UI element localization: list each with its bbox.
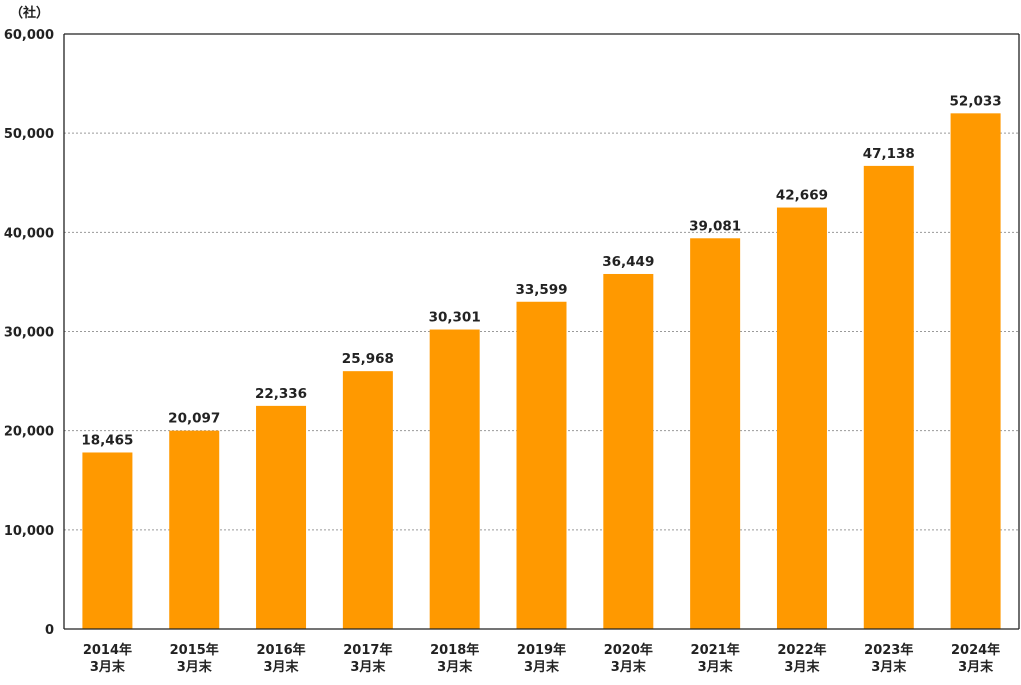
x-tick-label: 2015年 3月末 [170,642,219,675]
y-tick-label: 60,000 [4,28,54,43]
x-tick-label: 2018年 3月末 [430,642,479,675]
x-tick-label: 2014年 3月末 [83,642,132,675]
y-tick-label: 0 [45,623,54,638]
y-axis-ticks: 0 10,000 20,000 30,000 40,000 50,000 60,000 [4,28,54,638]
data-label: 42,669 [776,188,828,204]
y-tick-label: 10,000 [4,524,54,539]
data-label: 47,138 [863,146,915,162]
data-label: 18,465 [81,432,133,448]
x-tick-label: 2016年 3月末 [256,642,305,675]
data-label: 33,599 [515,282,567,298]
x-tick-label: 2021年 3月末 [691,642,740,675]
x-axis-ticks: 2014年 3月末 2015年 3月末 2016年 3月末 2017年 3月末 2018年 3月末… [83,642,1000,675]
y-axis-unit-label: （社） [10,5,49,21]
data-label: 36,449 [602,254,654,270]
x-tick-label: 2023年 3月末 [864,642,913,675]
bars [82,113,1001,630]
data-label: 39,081 [689,218,741,234]
bar [863,165,914,629]
x-tick-label: 2020年 3月末 [604,642,653,675]
y-tick-label: 40,000 [4,226,54,241]
bar [256,405,307,629]
bar [342,371,393,629]
bar [169,430,220,629]
data-label: 25,968 [342,351,394,367]
data-label: 52,033 [950,93,1002,109]
bar [603,273,654,629]
bar [776,207,827,629]
data-label: 20,097 [168,411,220,427]
bar [690,238,741,630]
y-tick-label: 20,000 [4,425,54,440]
bar [516,301,567,629]
y-tick-label: 30,000 [4,326,54,341]
bar [82,452,133,629]
y-tick-label: 50,000 [4,127,54,142]
x-tick-label: 2019年 3月末 [517,642,566,675]
bar [950,113,1001,630]
plot-frame [63,33,1020,630]
data-label: 22,336 [255,386,307,402]
bar [429,329,480,629]
x-tick-label: 2017年 3月末 [343,642,392,675]
x-tick-label: 2022年 3月末 [777,642,826,675]
x-tick-label: 2024年 3月末 [951,642,1000,675]
data-label: 30,301 [429,310,481,326]
data-labels: 18,465 20,097 22,336 25,968 30,301 33,599 36,4… [81,93,1001,448]
